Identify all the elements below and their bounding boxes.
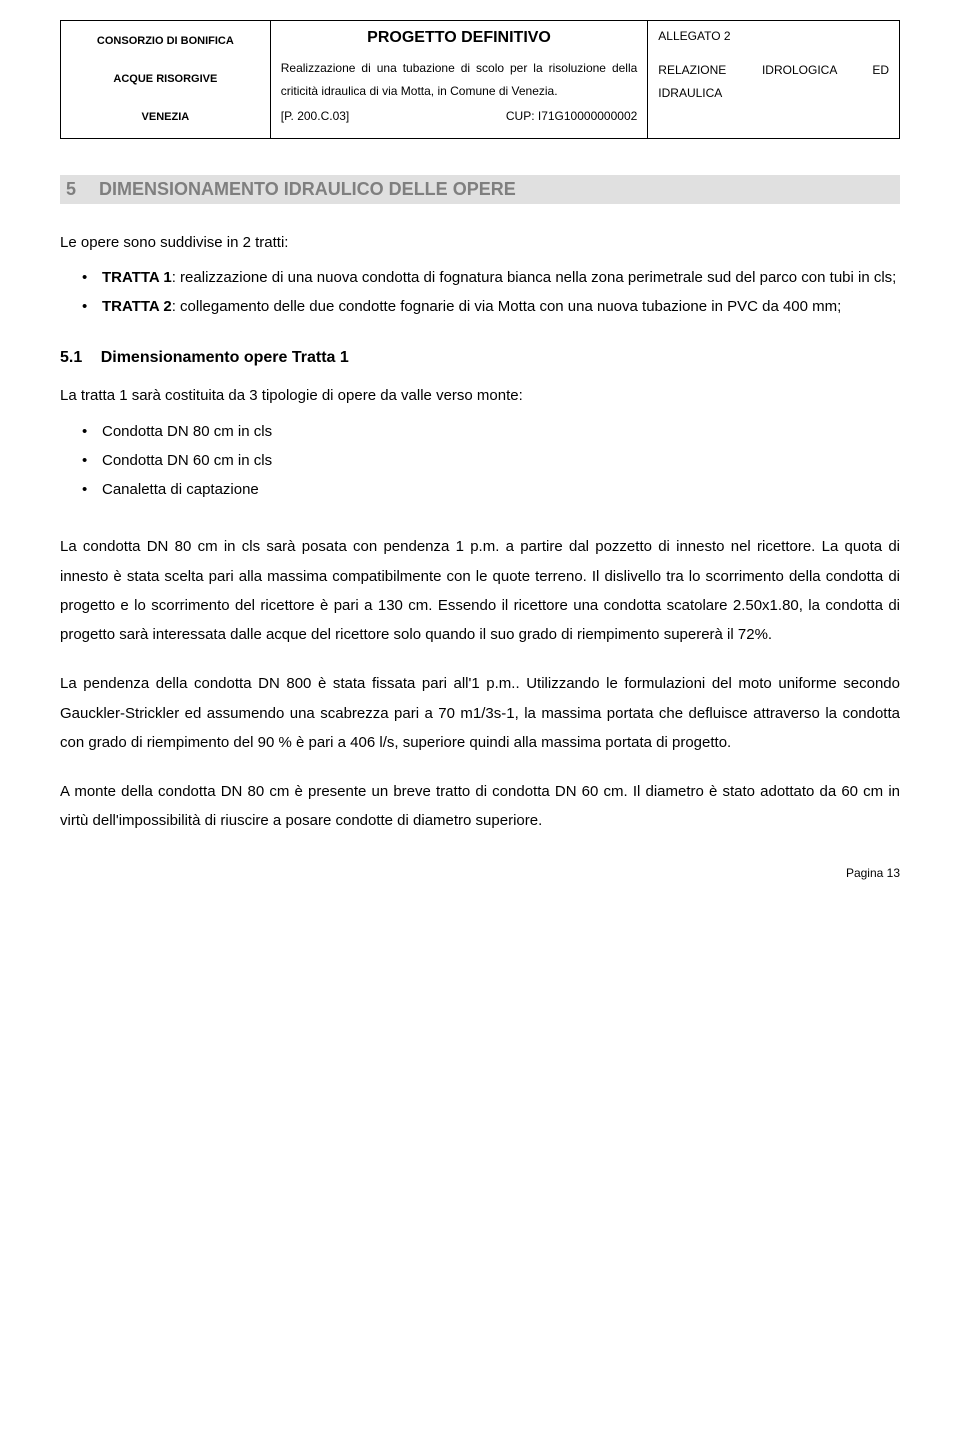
- list-item: TRATTA 1: realizzazione di una nuova con…: [102, 263, 900, 292]
- page-number: Pagina 13: [60, 866, 900, 880]
- section-5-num: 5: [66, 179, 94, 200]
- code-right: CUP: I71G10000000002: [506, 109, 637, 123]
- section-5-title: DIMENSIONAMENTO IDRAULICO DELLE OPERE: [99, 179, 516, 199]
- section-5-1-intro: La tratta 1 sarà costituita da 3 tipolog…: [60, 381, 900, 410]
- relazione-label: RELAZIONE IDROLOGICA ED IDRAULICA: [658, 59, 889, 105]
- list-item: Canaletta di captazione: [102, 475, 900, 504]
- tratta-2-label: TRATTA 2: [102, 298, 172, 315]
- section-5-1-para1: La condotta DN 80 cm in cls sarà posata …: [60, 532, 900, 649]
- section-5-1-title: Dimensionamento opere Tratta 1: [101, 349, 349, 366]
- header-table: CONSORZIO DI BONIFICA ACQUE RISORGIVE VE…: [60, 20, 900, 139]
- consorzio-line3: VENEZIA: [71, 105, 260, 129]
- section-5-1-heading: 5.1 Dimensionamento opere Tratta 1: [60, 349, 900, 367]
- section-5-intro: Le opere sono suddivise in 2 tratti:: [60, 228, 900, 257]
- code-left: [P. 200.C.03]: [281, 109, 350, 123]
- list-item: Condotta DN 80 cm in cls: [102, 417, 900, 446]
- allegato-label: ALLEGATO 2: [658, 29, 889, 43]
- header-col-center: PROGETTO DEFINITIVO Realizzazione di una…: [270, 21, 648, 139]
- consorzio-line2: ACQUE RISORGIVE: [71, 67, 260, 91]
- list-item: TRATTA 2: collegamento delle due condott…: [102, 292, 900, 321]
- progetto-title: PROGETTO DEFINITIVO: [281, 29, 638, 47]
- consorzio-line1: CONSORZIO DI BONIFICA: [71, 29, 260, 53]
- section-5-1-num: 5.1: [60, 349, 82, 367]
- section-5-1-bullets: Condotta DN 80 cm in cls Condotta DN 60 …: [60, 417, 900, 505]
- section-5-bullets: TRATTA 1: realizzazione di una nuova con…: [60, 263, 900, 322]
- tratta-1-label: TRATTA 1: [102, 269, 172, 286]
- header-col-left: CONSORZIO DI BONIFICA ACQUE RISORGIVE VE…: [61, 21, 271, 139]
- list-item: Condotta DN 60 cm in cls: [102, 446, 900, 475]
- progetto-body: Realizzazione di una tubazione di scolo …: [281, 57, 638, 103]
- section-5-heading: 5 DIMENSIONAMENTO IDRAULICO DELLE OPERE: [60, 175, 900, 204]
- section-5-1-para2: La pendenza della condotta DN 800 è stat…: [60, 669, 900, 757]
- header-col-right: ALLEGATO 2 RELAZIONE IDROLOGICA ED IDRAU…: [648, 21, 900, 139]
- tratta-2-text: : collegamento delle due condotte fognar…: [172, 298, 842, 315]
- tratta-1-text: : realizzazione di una nuova condotta di…: [172, 269, 897, 286]
- section-5-1-para3: A monte della condotta DN 80 cm è presen…: [60, 777, 900, 836]
